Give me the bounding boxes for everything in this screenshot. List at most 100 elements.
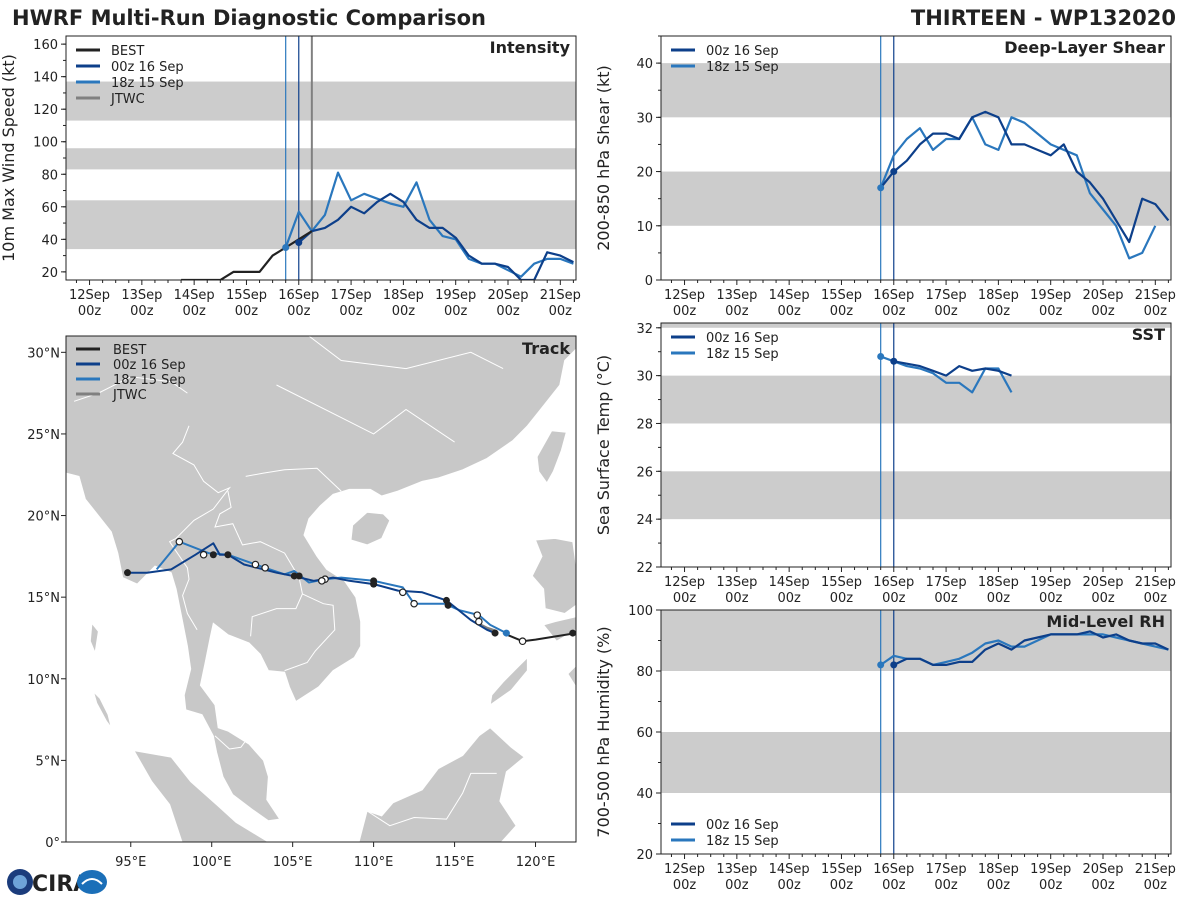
- intensity-xtick-day: 19Sep: [435, 288, 476, 303]
- rh-ytick-label: 80: [636, 665, 653, 680]
- panel-shear: 01020304012Sep00z13Sep00z14Sep00z15Sep00…: [594, 35, 1176, 319]
- map-sumatra-land: [133, 749, 269, 842]
- shear-xtick-day: 14Sep: [769, 288, 810, 303]
- rh-xtick-hour: 00z: [1039, 878, 1063, 893]
- rh-marker-run_00z: [890, 661, 898, 669]
- track-legend-label-run_18z: 18z 15 Sep: [113, 373, 186, 388]
- shear-xtick-hour: 00z: [777, 304, 801, 319]
- map-luzon-land: [531, 537, 576, 615]
- track-point-filled: [224, 551, 232, 559]
- shear-xtick-day: 18Sep: [978, 288, 1019, 303]
- rh-xtick-day: 18Sep: [978, 862, 1019, 877]
- rh-xtick-hour: 00z: [1091, 878, 1115, 893]
- rh-xtick-hour: 00z: [777, 878, 801, 893]
- panel-sst: 22242628303212Sep00z13Sep00z14Sep00z15Se…: [594, 322, 1176, 606]
- intensity-ytick-label: 80: [41, 168, 58, 183]
- track-point-filled: [290, 572, 298, 580]
- track-lat-label: 30°N: [27, 346, 60, 361]
- map-border-line: [214, 735, 247, 750]
- cira-globe-inner-icon: [13, 875, 27, 889]
- intensity-line-best: [181, 230, 313, 280]
- intensity-xtick-day: 13Sep: [121, 288, 162, 303]
- rh-xtick-day: 16Sep: [873, 862, 914, 877]
- shear-xtick-hour: 00z: [1091, 304, 1115, 319]
- track-point-filled: [124, 569, 132, 577]
- sst-xtick-hour: 00z: [777, 591, 801, 606]
- intensity-xtick-hour: 00z: [339, 304, 363, 319]
- intensity-legend-label-best: BEST: [111, 44, 144, 59]
- shear-ytick-label: 10: [636, 220, 653, 235]
- shear-ylabel: 200-850 hPa Shear (kt): [594, 65, 613, 251]
- track-point-open: [410, 599, 418, 608]
- shear-xtick-hour: 00z: [882, 304, 906, 319]
- map-border-line: [284, 593, 336, 672]
- track-line-best: [502, 632, 576, 643]
- intensity-xtick-hour: 00z: [182, 304, 206, 319]
- track-lat-label: 25°N: [27, 428, 60, 443]
- sst-xtick-day: 12Sep: [664, 575, 705, 590]
- map-border-line: [308, 336, 504, 370]
- map-border-line: [245, 467, 342, 492]
- sst-xtick-hour: 00z: [934, 591, 958, 606]
- track-lon-label: 110°E: [354, 855, 394, 870]
- shear-xtick-day: 19Sep: [1030, 288, 1071, 303]
- track-point-open: [318, 577, 326, 585]
- shear-ytick-label: 40: [636, 57, 653, 72]
- track-lon-label: 115°E: [435, 855, 475, 870]
- sst-xtick-day: 16Sep: [873, 575, 914, 590]
- track-lon-label: 95°E: [115, 855, 146, 870]
- map-palawan-land: [489, 656, 528, 706]
- rh-ylabel: 700-500 hPa Humidity (%): [594, 626, 613, 837]
- shear-xtick-day: 16Sep: [873, 288, 914, 303]
- intensity-ytick-label: 40: [41, 233, 58, 248]
- intensity-xtick-hour: 00z: [78, 304, 102, 319]
- intensity-xtick-day: 12Sep: [69, 288, 110, 303]
- intensity-marker-run_18z: [282, 243, 290, 251]
- shear-legend-label-run_18z: 18z 15 Sep: [706, 60, 779, 75]
- rh-xtick-hour: 00z: [725, 878, 749, 893]
- sst-panel-title: SST: [1132, 325, 1165, 344]
- intensity-xtick-hour: 00z: [549, 304, 573, 319]
- rh-xtick-hour: 00z: [830, 878, 854, 893]
- sst-xtick-day: 18Sep: [978, 575, 1019, 590]
- shear-panel-title: Deep-Layer Shear: [1004, 38, 1165, 57]
- shear-xtick-day: 15Sep: [821, 288, 862, 303]
- sst-xtick-day: 19Sep: [1030, 575, 1071, 590]
- sst-ytick-label: 24: [636, 513, 653, 528]
- intensity-line-run_00z: [298, 192, 574, 280]
- rh-panel-title: Mid-Level RH: [1046, 612, 1165, 631]
- intensity-xtick-day: 18Sep: [383, 288, 424, 303]
- shear-xtick-day: 13Sep: [716, 288, 757, 303]
- sst-marker-run_18z: [877, 352, 885, 360]
- map-border-line: [168, 425, 232, 631]
- track-lon-label: 100°E: [192, 855, 232, 870]
- sst-xtick-day: 20Sep: [1082, 575, 1123, 590]
- rh-xtick-day: 13Sep: [716, 862, 757, 877]
- rh-xtick-hour: 00z: [934, 878, 958, 893]
- track-lon-label: 105°E: [273, 855, 313, 870]
- track-legend-label-best: BEST: [113, 343, 146, 358]
- sst-line-run_00z: [893, 360, 1012, 377]
- map-hainan-land: [350, 511, 391, 546]
- shear-marker-run_18z: [877, 184, 885, 192]
- shear-xtick-hour: 00z: [725, 304, 749, 319]
- track-panel-title: Track: [522, 339, 570, 358]
- intensity-band-0: [66, 200, 576, 250]
- rh-ytick-label: 40: [636, 787, 653, 802]
- intensity-band-2: [66, 81, 576, 121]
- shear-xtick-day: 12Sep: [664, 288, 705, 303]
- sst-xtick-hour: 00z: [830, 591, 854, 606]
- shear-band-1: [661, 63, 1171, 118]
- panel-rh: 2040608010012Sep00z13Sep00z14Sep00z15Sep…: [594, 604, 1176, 893]
- sst-band-2: [661, 323, 1171, 328]
- rh-ytick-label: 20: [636, 848, 653, 863]
- shear-xtick-hour: 00z: [673, 304, 697, 319]
- map-border-line: [214, 491, 303, 637]
- sst-frame: [660, 322, 1172, 568]
- panel-track: 95°E 100°E 105°E 110°E 115°E 120°E 0° 5°N 10°N 15…: [27, 335, 577, 870]
- track-frame: [65, 335, 577, 843]
- intensity-xtick-day: 21Sep: [540, 288, 581, 303]
- intensity-ytick-label: 60: [41, 201, 58, 216]
- map-borneo-land: [358, 727, 526, 842]
